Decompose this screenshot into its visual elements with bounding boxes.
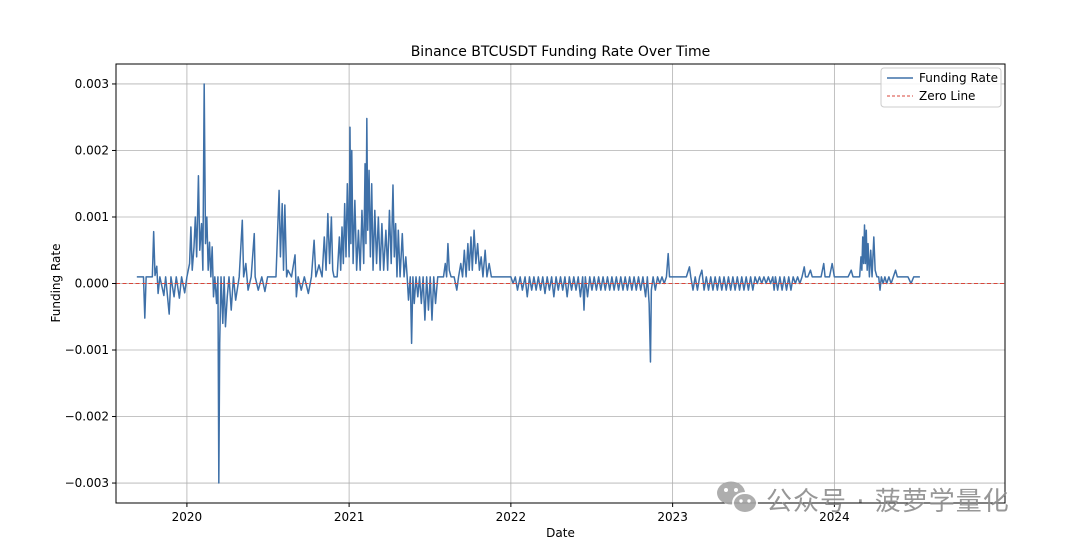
chart-title: Binance BTCUSDT Funding Rate Over Time: [411, 44, 711, 60]
watermark: 公众号 · 菠萝学量化: [717, 481, 1010, 517]
legend-label-zero-line: Zero Line: [919, 89, 975, 103]
y-axis-title: Funding Rate: [49, 244, 63, 323]
y-tick-label: −0.003: [65, 476, 109, 490]
y-tick-label: −0.001: [65, 343, 109, 357]
y-tick-label: 0.000: [75, 277, 109, 291]
x-tick-label: 2023: [657, 510, 688, 524]
legend-label-funding-rate: Funding Rate: [919, 71, 998, 85]
wechat-icon: [717, 481, 758, 514]
watermark-text: 公众号 · 菠萝学量化: [766, 487, 1010, 517]
x-axis-title: Date: [546, 526, 575, 540]
y-tick-label: −0.002: [65, 410, 109, 424]
x-tick-label: 2020: [172, 510, 203, 524]
y-tick-label: 0.001: [75, 210, 109, 224]
y-tick-label: 0.002: [75, 143, 109, 157]
legend: Funding Rate Zero Line: [880, 67, 1002, 108]
tick-layer: 2020 2021 2022 2023 2024 0.003 0.002 0.001 0.000…: [65, 77, 850, 524]
x-tick-label: 2024: [819, 510, 850, 524]
y-tick-label: 0.003: [75, 77, 109, 91]
funding-rate-line: [136, 83, 920, 484]
series-layer: [116, 83, 1005, 484]
grid-layer: [116, 64, 1005, 503]
x-tick-label: 2022: [496, 510, 527, 524]
x-tick-label: 2021: [334, 510, 365, 524]
